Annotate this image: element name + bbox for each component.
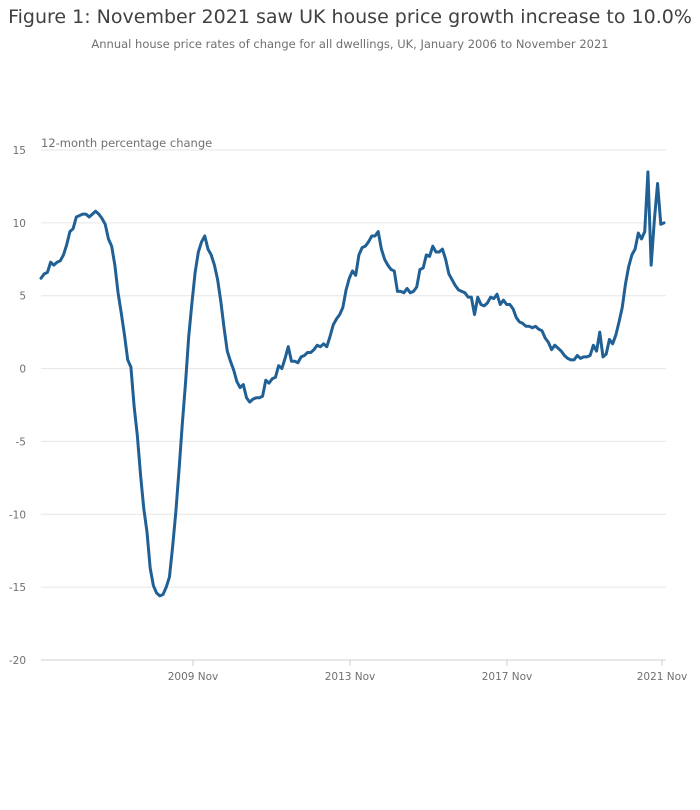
chart-subtitle: Annual house price rates of change for a… bbox=[91, 37, 609, 51]
y-tick-label: -15 bbox=[9, 582, 26, 594]
series-line bbox=[39, 170, 666, 598]
y-tick-label: 15 bbox=[13, 145, 26, 157]
y-tick-label: 10 bbox=[13, 218, 26, 230]
y-tick-label: 5 bbox=[19, 291, 26, 303]
y-tick-label: -20 bbox=[9, 655, 26, 667]
chart-title: Figure 1: November 2021 saw UK house pri… bbox=[8, 6, 692, 28]
y-axis-label: 12-month percentage change bbox=[41, 136, 212, 150]
y-tick-label: -10 bbox=[9, 509, 26, 521]
x-axis: 2009 Nov 2013 Nov 2017 Nov 2021 Nov bbox=[168, 660, 688, 683]
x-tick-label: 2009 Nov bbox=[168, 671, 219, 683]
y-axis-ticks: 15 10 5 0 -5 -10 -15 -20 bbox=[9, 145, 26, 667]
y-tick-label: -5 bbox=[16, 436, 26, 448]
x-tick-label: 2013 Nov bbox=[325, 671, 376, 683]
x-tick-label: 2017 Nov bbox=[482, 671, 533, 683]
x-tick-label: 2021 Nov bbox=[637, 671, 688, 683]
y-tick-label: 0 bbox=[19, 364, 26, 376]
